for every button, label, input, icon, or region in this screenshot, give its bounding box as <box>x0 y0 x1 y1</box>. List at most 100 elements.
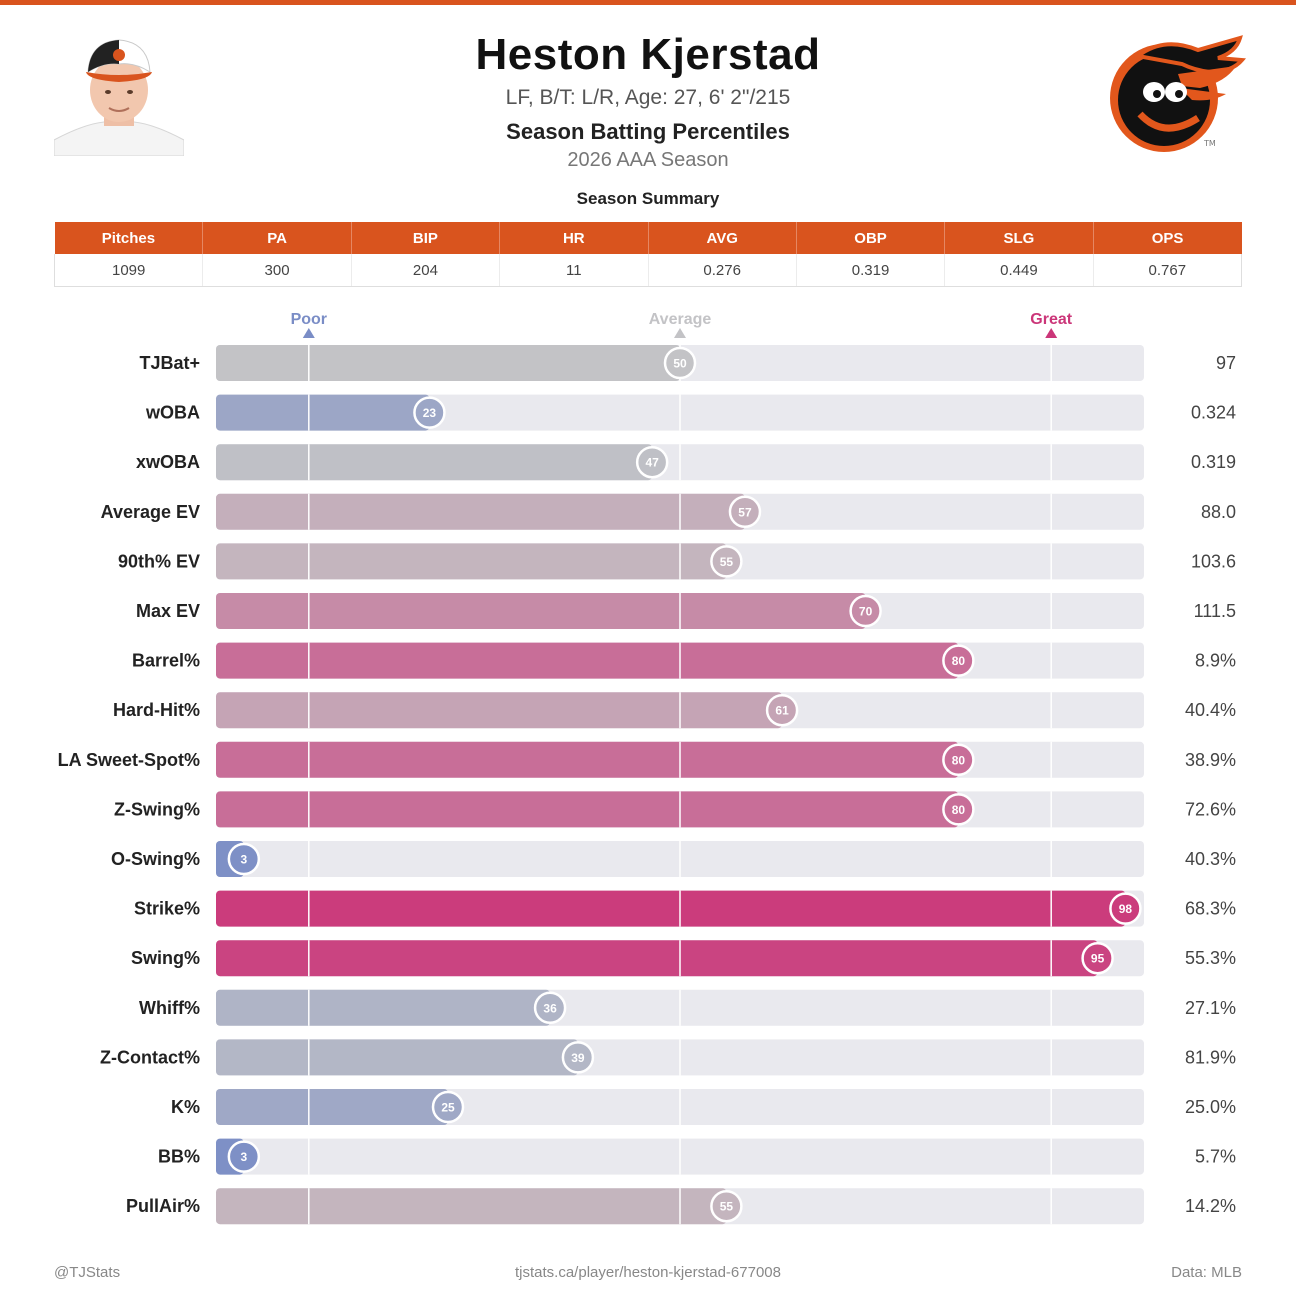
summary-value-hr: 11 <box>499 254 649 287</box>
marker-label-great: Great <box>1030 311 1072 328</box>
top-accent-rule <box>0 0 1296 5</box>
stat-value-pullair: 14.2% <box>1185 1196 1236 1216</box>
bar-fill-la-sweet-spot <box>216 741 959 778</box>
percentile-label-average-ev: 57 <box>738 505 752 519</box>
stat-value-la-sweet-spot: 38.9% <box>1185 750 1236 770</box>
summary-value-avg: 0.276 <box>648 254 797 287</box>
title-block: Heston Kjerstad LF, B/T: L/R, Age: 27, 6… <box>300 28 996 174</box>
summary-col-obp: OBP <box>796 222 946 254</box>
bar-fill-xwoba <box>216 444 653 481</box>
stat-value-whiff: 27.1% <box>1185 998 1236 1018</box>
metric-label-strike: Strike% <box>134 899 200 919</box>
percentile-badge-swing <box>1081 941 1114 975</box>
metric-label-bb: BB% <box>158 1147 200 1167</box>
percentile-badge-barrel <box>942 644 975 677</box>
footer-source: Data: MLB <box>1171 1264 1242 1281</box>
percentile-label-max-ev: 70 <box>859 605 873 619</box>
report-title: Season Batting Percentiles <box>506 119 790 144</box>
percentile-badge-pullair <box>710 1189 743 1223</box>
stat-value-strike: 68.3% <box>1185 899 1236 919</box>
metric-label-pullair: PullAir% <box>126 1196 200 1216</box>
percentile-label-o-swing: 3 <box>240 853 247 867</box>
metric-label-90th-ev: 90th% EV <box>118 551 200 571</box>
footer-url[interactable]: tjstats.ca/player/heston-kjerstad-677008 <box>515 1264 781 1281</box>
percentile-badge-la-sweet-spot <box>942 743 975 777</box>
percentile-badge-max-ev <box>849 594 882 628</box>
percentile-badge-90th-ev <box>710 545 743 578</box>
percentile-badge-woba <box>413 396 446 429</box>
stat-value-max-ev: 111.5 <box>1194 601 1236 621</box>
bar-fill-whiff <box>216 989 551 1026</box>
percentile-badge-z-contact <box>561 1041 595 1074</box>
percentile-label-pullair: 55 <box>720 1200 734 1214</box>
summary-col-ops: OPS <box>1093 222 1242 254</box>
percentile-label-la-sweet-spot: 80 <box>952 753 966 767</box>
stat-value-tjbat: 97 <box>1216 353 1236 373</box>
stat-value-o-swing: 40.3% <box>1185 849 1236 869</box>
stat-value-average-ev: 88.0 <box>1201 502 1236 522</box>
stat-value-woba: 0.324 <box>1191 403 1236 423</box>
metric-label-woba: wOBA <box>145 403 200 423</box>
footer-handle: @TJStats <box>54 1264 121 1281</box>
summary-col-hr: HR <box>499 222 649 254</box>
summary-value-row: 1099 300 204 11 0.276 0.319 0.449 0.767 <box>53 254 1243 287</box>
percentile-badge-tjbat <box>663 346 697 380</box>
bar-fill-tjbat <box>216 345 680 381</box>
metric-label-xwoba: xwOBA <box>136 452 200 472</box>
metric-label-max-ev: Max EV <box>136 601 200 621</box>
marker-triangle-poor <box>302 328 315 338</box>
stat-value-hard-hit: 40.4% <box>1185 700 1236 720</box>
metric-label-la-sweet-spot: LA Sweet-Spot% <box>58 750 200 770</box>
summary-value-obp: 0.319 <box>796 254 946 287</box>
bar-fill-90th-ev <box>216 543 727 580</box>
marker-label-average: Average <box>649 311 712 328</box>
bar-fill-barrel <box>216 642 959 679</box>
stat-value-barrel: 8.9% <box>1195 651 1236 671</box>
marker-label-poor: Poor <box>291 311 327 328</box>
marker-triangle-average <box>674 328 686 338</box>
summary-value-ops: 0.767 <box>1093 254 1243 287</box>
percentile-badge-o-swing <box>227 842 261 876</box>
bar-fill-pullair <box>216 1188 727 1225</box>
svg-text:TM: TM <box>1203 139 1216 148</box>
bar-fill-k <box>216 1089 448 1125</box>
metric-label-barrel: Barrel% <box>132 651 200 671</box>
bar-fill-hard-hit <box>216 692 783 729</box>
percentile-label-k: 25 <box>441 1101 455 1115</box>
percentile-label-swing: 95 <box>1091 952 1105 966</box>
stat-value-k: 25.0% <box>1185 1097 1236 1117</box>
percentile-label-bb: 3 <box>240 1150 247 1164</box>
player-headshot <box>54 28 184 156</box>
percentile-label-barrel: 80 <box>952 654 966 668</box>
percentile-badge-hard-hit <box>765 693 799 727</box>
metric-label-z-swing: Z-Swing% <box>114 799 200 819</box>
marker-triangle-great <box>1045 328 1058 338</box>
percentile-badge-average-ev <box>728 495 762 529</box>
stat-value-90th-ev: 103.6 <box>1191 551 1236 571</box>
metric-label-swing: Swing% <box>131 948 200 968</box>
stat-value-swing: 55.3% <box>1185 948 1236 968</box>
bar-fill-strike <box>216 890 1126 927</box>
bar-fill-woba <box>216 394 430 431</box>
percentile-badge-whiff <box>533 991 567 1025</box>
summary-col-pitches: Pitches <box>54 222 204 254</box>
metric-label-tjbat: TJBat+ <box>139 353 200 373</box>
percentile-chart: Poor Average Great TJBat+ 50 97 wOBA 23 0.324 xwO… <box>58 311 1236 1225</box>
summary-col-avg: AVG <box>648 222 797 254</box>
summary-col-slg: SLG <box>944 222 1094 254</box>
bar-fill-max-ev <box>216 593 866 629</box>
player-info: LF, B/T: L/R, Age: 27, 6' 2"/215 <box>505 86 791 109</box>
percentile-label-tjbat: 50 <box>673 357 687 371</box>
summary-header-row: Pitches PA BIP HR AVG OBP SLG OPS <box>54 222 1242 254</box>
percentile-label-hard-hit: 61 <box>775 704 789 718</box>
metric-label-hard-hit: Hard-Hit% <box>113 700 200 720</box>
percentile-badge-strike <box>1109 892 1142 925</box>
season-label: 2026 AAA Season <box>567 149 729 171</box>
metric-label-average-ev: Average EV <box>101 502 200 522</box>
percentile-label-z-contact: 39 <box>571 1051 585 1065</box>
percentile-badge-k <box>431 1090 465 1124</box>
percentile-label-z-swing: 80 <box>952 803 966 817</box>
stat-value-z-swing: 72.6% <box>1185 799 1236 819</box>
summary-value-pa: 300 <box>202 254 352 287</box>
percentile-label-xwoba: 47 <box>645 456 659 470</box>
